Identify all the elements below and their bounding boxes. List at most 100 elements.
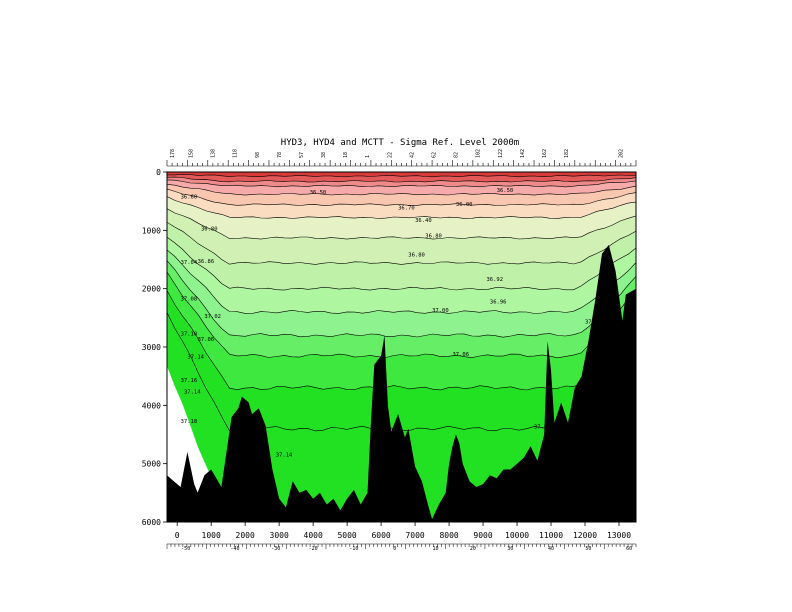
station-label: 82 — [454, 152, 460, 158]
contour-label: 37.14 — [184, 390, 201, 396]
distance-axis: 0 1000 2000 3000 4000 5000 6000 7000 8000 9000 100… — [175, 522, 631, 540]
latitude-tick-label: -10 — [349, 546, 358, 552]
station-label: 182 — [564, 149, 570, 158]
contour-label: 37.10 — [181, 331, 198, 337]
density-band — [167, 189, 636, 219]
latitude-tick-label: -40 — [230, 546, 239, 552]
contour-label: 36.86 — [198, 259, 215, 265]
density-band — [167, 179, 636, 196]
station-label: 138 — [211, 149, 217, 158]
latitude-tick-label: 40 — [548, 546, 554, 552]
contour-label: 36.60 — [181, 194, 198, 200]
contour-label: 36.00 — [456, 202, 473, 208]
station-label: 102 — [476, 149, 482, 158]
depth-tick-label: 4000 — [142, 401, 161, 410]
isopycnal-line — [167, 188, 636, 206]
contour-label: 37.14 — [276, 453, 293, 459]
contour-label: 37.14 — [187, 355, 204, 361]
isopycnal-line — [167, 221, 636, 265]
distance-tick-label: 10000 — [505, 531, 529, 540]
latitude-tick-label: -50 — [181, 546, 190, 552]
density-band — [167, 174, 636, 183]
isopycnal-line — [167, 176, 636, 183]
density-band — [167, 184, 636, 206]
density-band — [167, 237, 636, 314]
distance-tick-label: 12000 — [573, 531, 597, 540]
density-band — [167, 271, 636, 390]
bathymetry-layer — [167, 244, 636, 522]
density-band — [167, 250, 636, 338]
station-label: 57 — [299, 152, 305, 158]
distance-tick-label: 9000 — [473, 531, 492, 540]
distance-tick-label: 0 — [175, 531, 180, 540]
station-label: 118 — [233, 149, 239, 158]
station-label: 202 — [618, 149, 624, 158]
contour-label: 37.00 — [432, 308, 449, 314]
latitude-tick-label: 60 — [626, 546, 632, 552]
contour-label: 36.80 — [408, 253, 425, 259]
isopycnal-line — [167, 208, 636, 240]
distance-tick-label: 5000 — [337, 531, 356, 540]
depth-tick-label: 3000 — [142, 343, 161, 352]
isopycnal-line — [167, 249, 636, 314]
contour-label: 36.50 — [310, 190, 327, 196]
density-band — [167, 172, 636, 177]
latitude-tick-label: 30 — [507, 546, 513, 552]
station-label: 98 — [255, 152, 261, 158]
station-label: 62 — [432, 152, 438, 158]
contour-label: 36.40 — [415, 218, 432, 224]
depth-tick-label: 2000 — [142, 285, 161, 294]
isopycnal-line — [167, 173, 636, 178]
station-label: 38 — [321, 152, 327, 158]
station-label: 158 — [189, 149, 195, 158]
contour-label: 37.16 — [181, 378, 198, 384]
contour-label: 37.04 — [181, 260, 198, 266]
depth-tick-label: 1000 — [142, 226, 161, 235]
contour-label: 36.80 — [201, 226, 218, 232]
density-band — [167, 196, 636, 240]
latitude-axis: -50 -40 -30 -20 -10 0 10 20 30 40 50 60 — [166, 543, 637, 552]
depth-axis: 0 1000 2000 3000 4000 5000 6000 — [142, 168, 167, 527]
seafloor — [167, 244, 636, 522]
station-label: 162 — [542, 149, 548, 158]
depth-tick-label: 0 — [156, 168, 161, 177]
station-label: 78 — [277, 152, 283, 158]
contour-label: 36.92 — [487, 277, 504, 283]
station-label: 18 — [343, 152, 349, 158]
contour-label: 36.80 — [425, 233, 442, 239]
density-band — [167, 260, 636, 358]
isopycnal-line — [167, 271, 636, 359]
isopycnal-line — [167, 290, 636, 391]
latitude-tick-label: -20 — [309, 546, 318, 552]
isopycnal-line — [167, 179, 636, 188]
distance-tick-label: 7000 — [405, 531, 424, 540]
contour-label: 36.50 — [497, 188, 514, 194]
isopycnal-line — [167, 184, 636, 196]
distance-tick-label: 3000 — [270, 531, 289, 540]
station-label: 1 — [365, 155, 371, 158]
contour-label: 36.96 — [490, 299, 507, 305]
latitude-tick-label: -30 — [271, 546, 280, 552]
latitude-tick-label: 50 — [585, 546, 591, 552]
contour-label: 37.18 — [181, 419, 198, 425]
contour-label: 37.06 — [453, 352, 470, 358]
station-label: 178 — [170, 149, 176, 158]
contour-label: 37.06 — [198, 337, 215, 343]
contour-label: 37.08 — [534, 425, 551, 431]
latitude-tick-label: 20 — [470, 546, 476, 552]
distance-tick-label: 6000 — [371, 531, 390, 540]
depth-tick-label: 6000 — [142, 518, 161, 527]
distance-tick-label: 2000 — [236, 531, 255, 540]
depth-tick-label: 5000 — [142, 460, 161, 469]
station-label: 22 — [387, 152, 393, 158]
distance-tick-label: 11000 — [539, 531, 563, 540]
distance-tick-label: 8000 — [439, 531, 458, 540]
distance-tick-label: 13000 — [607, 531, 631, 540]
isopycnal-line — [167, 196, 636, 219]
station-label: 142 — [520, 149, 526, 158]
latitude-tick-label: 10 — [432, 546, 438, 552]
distance-tick-label: 1000 — [202, 531, 221, 540]
density-band — [167, 222, 636, 291]
isopycnal-line — [167, 236, 636, 291]
